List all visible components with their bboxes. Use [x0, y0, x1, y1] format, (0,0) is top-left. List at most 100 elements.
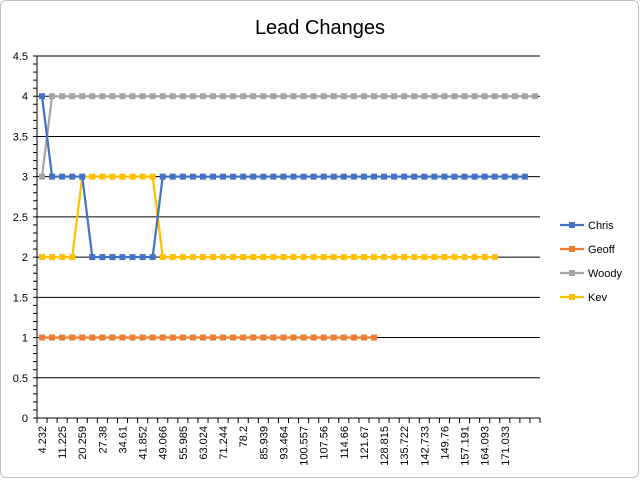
- data-point: [220, 334, 227, 341]
- data-point: [270, 334, 277, 341]
- data-point: [300, 93, 307, 100]
- data-point: [59, 173, 66, 180]
- data-point: [129, 254, 136, 261]
- x-tick-label: 164.093: [480, 426, 492, 466]
- data-point: [290, 93, 297, 100]
- data-point: [340, 93, 347, 100]
- x-tick-label: 157.191: [460, 426, 472, 466]
- data-point: [179, 173, 186, 180]
- data-point: [391, 173, 398, 180]
- data-point: [99, 254, 106, 261]
- y-tick-label: 4.5: [13, 51, 28, 63]
- data-point: [109, 173, 116, 180]
- data-point: [330, 254, 337, 261]
- data-point: [199, 254, 206, 261]
- legend-item-geoff: Geoff: [560, 244, 616, 256]
- data-point: [149, 93, 156, 100]
- y-tick-label: 3: [22, 172, 28, 184]
- data-point: [129, 173, 136, 180]
- plot-area: [39, 93, 538, 341]
- data-point: [401, 254, 408, 261]
- data-point: [109, 254, 116, 261]
- data-point: [360, 173, 367, 180]
- data-point: [119, 254, 126, 261]
- x-tick-label: 142.733: [419, 426, 431, 466]
- data-point: [360, 334, 367, 341]
- data-point: [210, 334, 217, 341]
- data-point: [381, 173, 388, 180]
- data-point: [441, 173, 448, 180]
- data-point: [330, 334, 337, 341]
- data-point: [431, 173, 438, 180]
- data-point: [290, 254, 297, 261]
- x-tick-label: 121.67: [359, 426, 371, 460]
- data-point: [411, 173, 418, 180]
- data-point: [139, 173, 146, 180]
- data-point: [501, 173, 508, 180]
- data-point: [481, 93, 488, 100]
- data-point: [421, 93, 428, 100]
- data-point: [159, 254, 166, 261]
- data-point: [250, 334, 257, 341]
- data-point: [360, 93, 367, 100]
- data-point: [210, 173, 217, 180]
- x-tick-label: 34.61: [117, 426, 129, 454]
- legend-marker: [569, 246, 575, 252]
- data-point: [210, 93, 217, 100]
- x-tick-label: 63.024: [198, 426, 210, 460]
- data-point: [220, 173, 227, 180]
- data-point: [381, 254, 388, 261]
- data-point: [179, 93, 186, 100]
- data-point: [69, 93, 76, 100]
- data-point: [69, 254, 76, 261]
- data-point: [451, 93, 458, 100]
- data-point: [340, 254, 347, 261]
- data-point: [300, 334, 307, 341]
- data-point: [471, 173, 478, 180]
- data-point: [99, 93, 106, 100]
- data-point: [199, 173, 206, 180]
- data-point: [39, 93, 45, 100]
- data-point: [159, 334, 166, 341]
- data-point: [350, 334, 357, 341]
- data-point: [511, 173, 518, 180]
- x-tick-label: 107.56: [319, 426, 331, 460]
- data-point: [280, 254, 287, 261]
- data-point: [320, 254, 327, 261]
- y-tick-label: 1.5: [13, 292, 28, 304]
- series-chris: [39, 93, 528, 261]
- data-point: [169, 93, 176, 100]
- data-point: [129, 93, 136, 100]
- gridlines: [37, 55, 540, 379]
- data-point: [39, 254, 45, 261]
- x-tick-label: 78.2: [238, 426, 250, 447]
- x-tick-label: 135.722: [399, 426, 411, 466]
- series-woody: [39, 93, 538, 180]
- data-point: [451, 254, 458, 261]
- data-point: [260, 254, 267, 261]
- data-point: [471, 254, 478, 261]
- x-tick-label: 20.259: [77, 426, 89, 460]
- data-point: [270, 93, 277, 100]
- x-tick-label: 100.557: [299, 426, 311, 466]
- data-point: [169, 254, 176, 261]
- data-point: [89, 254, 96, 261]
- data-point: [99, 173, 106, 180]
- data-point: [240, 334, 247, 341]
- legend-marker: [569, 222, 575, 228]
- data-point: [159, 93, 166, 100]
- data-point: [59, 334, 66, 341]
- data-point: [370, 93, 377, 100]
- data-point: [220, 254, 227, 261]
- x-tick-label: 171.033: [500, 426, 512, 466]
- data-point: [370, 173, 377, 180]
- data-point: [240, 254, 247, 261]
- data-point: [511, 93, 518, 100]
- series-line-kev: [42, 175, 495, 259]
- data-point: [330, 173, 337, 180]
- data-point: [320, 334, 327, 341]
- data-point: [129, 334, 136, 341]
- legend-item-kev: Kev: [560, 292, 607, 304]
- x-tick-label: 93.464: [278, 426, 290, 460]
- data-point: [391, 93, 398, 100]
